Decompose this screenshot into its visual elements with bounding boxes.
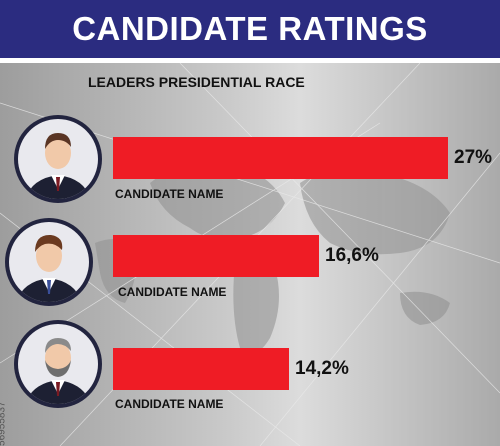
bearded-person-avatar-icon xyxy=(14,320,102,408)
candidate-name-2: CANDIDATE NAME xyxy=(118,285,227,299)
candidate-name-1: CANDIDATE NAME xyxy=(115,187,224,201)
bar-3 xyxy=(113,348,289,390)
bar-value-label-3: 14,2% xyxy=(295,358,349,379)
candidate-name-3: CANDIDATE NAME xyxy=(115,397,224,411)
bar-1 xyxy=(113,137,448,179)
bar-2 xyxy=(113,235,319,277)
bar-value-label-1: 27% xyxy=(454,147,493,168)
person-avatar-icon xyxy=(5,218,93,306)
stock-image-id: 556955837 xyxy=(0,401,8,446)
person-avatar-icon xyxy=(14,115,102,203)
page-title: CANDIDATE RATINGS xyxy=(72,10,428,47)
header-banner: CANDIDATE RATINGS xyxy=(0,0,500,58)
chart-subtitle: LEADERS PRESIDENTIAL RACE xyxy=(88,74,305,90)
bar-value-label-2: 16,6% xyxy=(325,245,379,266)
